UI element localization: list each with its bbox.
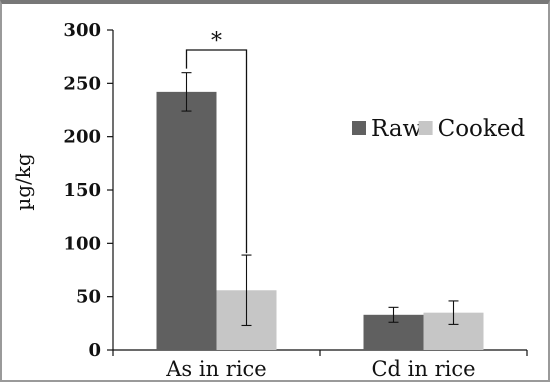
y-tick-label: 200 — [63, 127, 101, 148]
x-axis: As in rice Cd in rice — [112, 349, 528, 380]
y-tick-label: 150 — [63, 180, 101, 201]
y-tick-label: 250 — [63, 73, 101, 94]
bar — [156, 91, 217, 350]
legend-label: Cooked — [438, 116, 526, 142]
y-axis: 0 50 100 150 200 250 300 — [63, 20, 114, 361]
significance-marker: * — [211, 29, 222, 54]
legend-swatch — [418, 121, 433, 135]
y-tick-label: 0 — [88, 340, 101, 361]
y-tick-label: 100 — [63, 233, 101, 254]
significance-annotation: * — [185, 29, 248, 254]
x-category-label: As in rice — [165, 357, 266, 380]
y-tick-label: 300 — [63, 20, 101, 41]
significance-bracket — [185, 49, 248, 254]
legend: Raw Cooked — [352, 116, 525, 142]
legend-label: Raw — [371, 116, 423, 142]
legend-swatch — [352, 121, 366, 135]
x-category-label: Cd in rice — [371, 357, 475, 380]
y-tick-label: 50 — [76, 287, 101, 308]
y-axis-title: µg/kg — [11, 153, 35, 211]
bars — [156, 91, 484, 350]
error-bars — [181, 72, 459, 327]
